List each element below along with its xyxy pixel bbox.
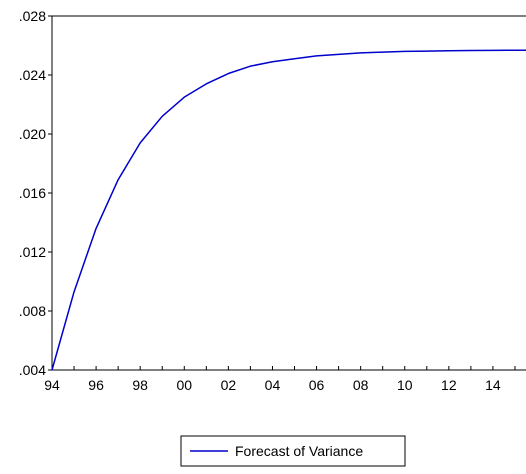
x-tick-label: 04 xyxy=(265,377,281,393)
x-tick-label: 02 xyxy=(221,377,237,393)
series-lines xyxy=(51,49,526,371)
x-tick-label: 10 xyxy=(397,377,413,393)
y-tick-label: .008 xyxy=(19,303,46,319)
x-tick-label: 06 xyxy=(309,377,325,393)
x-tick-label: 14 xyxy=(485,377,501,393)
x-tick-label: 94 xyxy=(44,377,60,393)
y-tick-label: .020 xyxy=(19,126,46,142)
y-tick-label: .016 xyxy=(19,185,46,201)
y-tick-label: .028 xyxy=(19,8,46,24)
series-line xyxy=(51,49,526,371)
legend: Forecast of Variance xyxy=(180,435,406,467)
x-tick-label: 00 xyxy=(176,377,192,393)
x-tick-label: 98 xyxy=(132,377,148,393)
y-tick-label: .024 xyxy=(19,67,46,83)
x-tick-label: 12 xyxy=(441,377,457,393)
y-tick-label: .012 xyxy=(19,244,46,260)
x-tick-label: 96 xyxy=(88,377,104,393)
plot-frame xyxy=(51,15,526,371)
y-tick-label: .004 xyxy=(19,362,46,378)
legend-label: Forecast of Variance xyxy=(235,443,363,459)
x-tick-label: 08 xyxy=(353,377,369,393)
y-axis: .004 .008 .012 .016 .020 .024 .028 xyxy=(19,8,52,378)
x-axis: 94 96 98 00 02 04 06 08 10 12 14 xyxy=(44,366,516,393)
